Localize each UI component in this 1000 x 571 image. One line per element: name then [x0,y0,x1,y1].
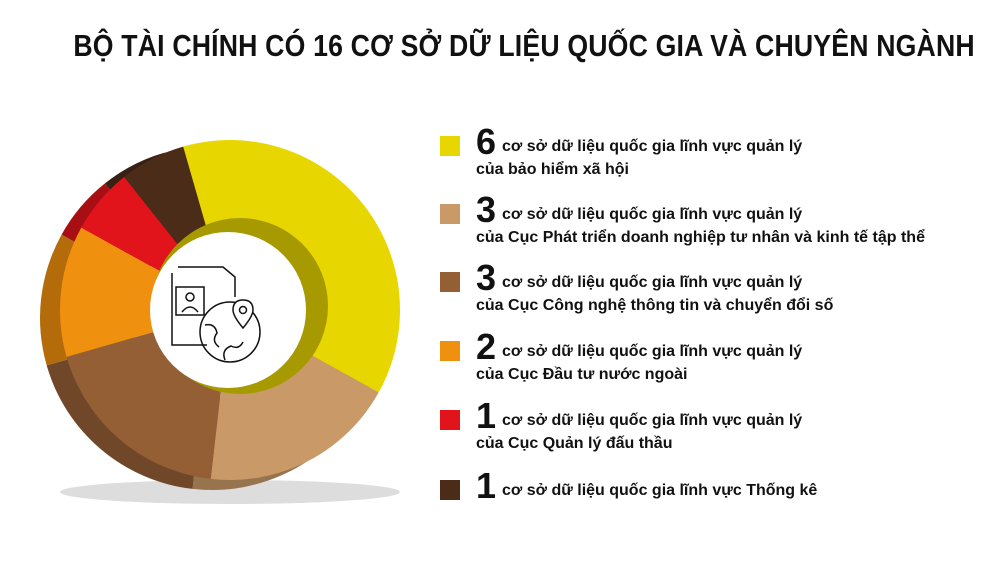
legend-value: 1 [476,395,497,436]
legend-value: 3 [476,257,497,298]
slice-2 [66,331,222,479]
legend-swatch [440,136,460,156]
slice-1 [210,347,379,480]
center-hole [150,232,306,388]
legend-value: 3 [476,189,497,230]
legend-label-line2: của Cục Đầu tư nước ngoài [476,366,688,383]
legend-label-line1: cơ sở dữ liệu quốc gia lĩnh vực quản lý [502,343,803,360]
legend-swatch [440,410,460,430]
legend-label-line1: cơ sở dữ liệu quốc gia lĩnh vực Thống kê [502,482,818,499]
legend-label-line2: của bảo hiểm xã hội [476,161,629,178]
legend-label-line1: cơ sở dữ liệu quốc gia lĩnh vực quản lý [502,206,803,223]
legend-label-line2: của Cục Công nghệ thông tin và chuyển đổ… [476,297,834,314]
legend-value: 2 [476,326,497,367]
donut-shadow [60,480,400,504]
legend-value: 6 [476,121,497,162]
legend-value: 1 [476,465,497,506]
document-globe-location-icon [171,266,261,363]
slice-5 [124,146,209,249]
legend-label-line2: của Cục Phát triển doanh nghiệp tư nhân … [476,229,925,246]
donut-chart [40,140,401,504]
slice-0 [183,140,401,393]
slice-3 [60,227,162,357]
slice-4 [81,176,182,273]
legend-label-line1: cơ sở dữ liệu quốc gia lĩnh vực quản lý [502,138,803,155]
legend-swatch [440,272,460,292]
legend-swatch [440,204,460,224]
legend-swatch [440,480,460,500]
legend-swatch [440,341,460,361]
title-text: BỘ TÀI CHÍNH CÓ 16 CƠ SỞ DỮ LIỆU QUỐC GI… [73,28,975,63]
legend-label-line1: cơ sở dữ liệu quốc gia lĩnh vực quản lý [502,412,803,429]
legend-label-line1: cơ sở dữ liệu quốc gia lĩnh vực quản lý [502,274,803,291]
page-title: BỘ TÀI CHÍNH CÓ 16 CƠ SỞ DỮ LIỆU QUỐC GI… [0,28,1000,64]
legend-label-line2: của Cục Quản lý đấu thầu [476,435,673,452]
